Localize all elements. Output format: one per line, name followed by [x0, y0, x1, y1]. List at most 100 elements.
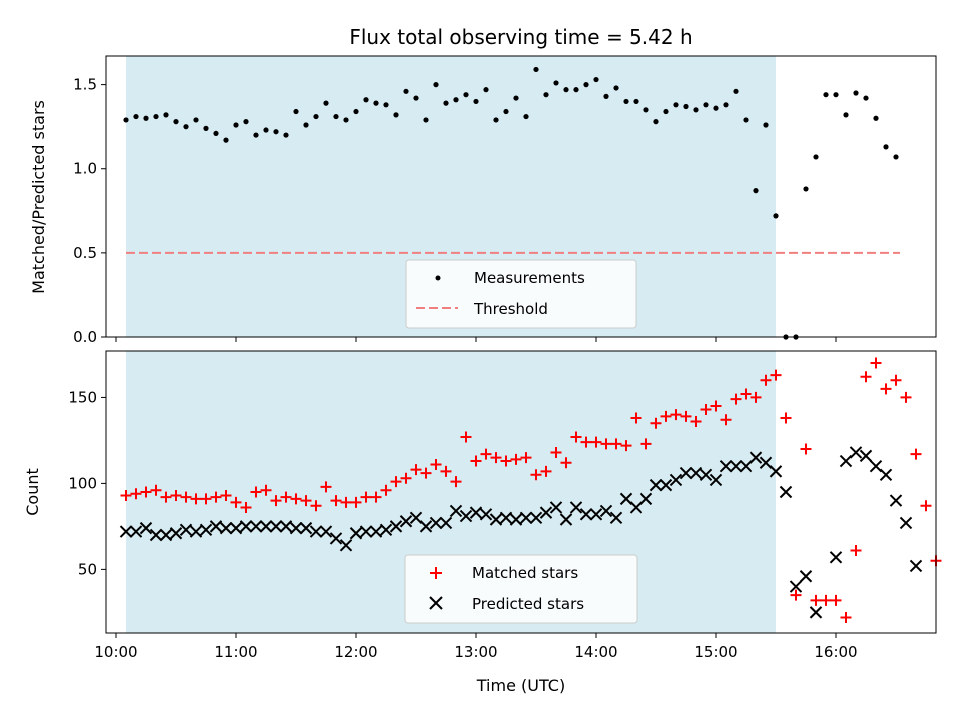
measurement-point	[243, 119, 249, 125]
matched-star-point	[770, 369, 782, 381]
predicted-star-point	[549, 501, 563, 514]
measurement-point	[313, 113, 319, 120]
x-axis-label: Time (UTC)	[476, 676, 565, 695]
predicted-star-point	[859, 449, 873, 463]
measurement-point	[683, 103, 689, 110]
measurement-point	[263, 127, 269, 133]
predicted-star-point	[129, 525, 143, 538]
predicted-star-point	[809, 606, 823, 619]
measurement-point	[493, 117, 499, 123]
measurement-point	[533, 66, 539, 73]
measurement-point	[583, 82, 589, 88]
predicted-star-point	[179, 523, 193, 537]
measurement-point	[823, 92, 829, 98]
measurement-point	[183, 124, 189, 130]
matched-star-point	[650, 417, 662, 429]
predicted-star-point	[649, 478, 663, 492]
predicted-star-point	[799, 570, 813, 583]
matched-star-point	[520, 452, 532, 464]
matched-star-point	[440, 465, 452, 477]
matched-star-point	[280, 491, 292, 503]
predicted-star-point	[239, 520, 253, 533]
predicted-star-point	[159, 528, 173, 542]
measurement-point	[763, 122, 769, 128]
matched-star-point	[130, 488, 142, 500]
measurement-point	[893, 154, 899, 160]
y-tick-label: 1.0	[73, 160, 97, 178]
measurement-point	[483, 87, 489, 93]
measurement-point	[303, 122, 309, 128]
matched-star-point	[220, 489, 232, 501]
matched-star-point	[580, 436, 592, 448]
predicted-star-point	[249, 520, 263, 533]
measurement-point	[803, 186, 809, 192]
predicted-star-point	[879, 468, 893, 482]
predicted-star-point	[499, 511, 513, 525]
predicted-star-point	[299, 521, 313, 535]
predicted-star-point	[869, 459, 883, 473]
measurement-point	[833, 92, 839, 98]
measurement-point	[383, 102, 389, 108]
measurement-point	[593, 76, 599, 83]
matched-star-point	[630, 412, 642, 424]
predicted-star-point	[579, 508, 593, 521]
matched-star-point	[590, 436, 602, 448]
legend-matched-stars: Matched stars	[472, 564, 578, 582]
predicted-star-point	[569, 501, 583, 514]
matched-star-point	[920, 500, 932, 512]
bottom-x-ticks: 10:00 11:00 12:00 13:00 14:00 15:00 16:00	[94, 633, 858, 661]
matched-star-point	[540, 465, 552, 477]
matched-legend-marker	[430, 567, 442, 579]
top-legend-box	[405, 259, 637, 329]
predicted-star-point	[739, 459, 753, 473]
measurement-point	[813, 154, 819, 160]
measurement-point	[233, 122, 239, 128]
matched-star-point	[760, 374, 772, 386]
matched-star-point	[720, 414, 732, 426]
predicted-star-point	[909, 559, 923, 573]
measurement-point	[443, 100, 449, 106]
x-tick-label: 11:00	[214, 643, 257, 661]
matched-star-point	[290, 493, 302, 505]
matched-star-point	[530, 469, 542, 481]
measurement-point	[203, 125, 209, 131]
matched-star-point	[250, 486, 262, 498]
matched-star-point	[660, 410, 672, 422]
measurement-point	[453, 97, 459, 103]
measurement-point	[673, 102, 679, 108]
matched-star-point	[320, 481, 332, 493]
predicted-star-point	[769, 465, 783, 478]
measurement-point	[503, 108, 509, 115]
predicted-star-point	[219, 521, 233, 535]
matched-star-point	[810, 594, 822, 606]
legend-predicted-stars: Predicted stars	[472, 595, 584, 613]
matched-star-point	[420, 467, 432, 479]
matched-star-point	[560, 457, 572, 469]
measurement-point	[433, 82, 439, 88]
matched-star-point	[510, 453, 522, 465]
measurement-point	[523, 113, 529, 120]
predicted-star-point	[519, 511, 533, 525]
matched-star-point	[750, 391, 762, 403]
measurement-point	[393, 112, 399, 118]
x-tick-label: 13:00	[454, 643, 497, 661]
matched-star-point	[340, 496, 352, 508]
y-tick-label: 50	[78, 560, 97, 578]
measurement-point	[323, 100, 329, 106]
matched-star-point	[680, 410, 692, 422]
predicted-star-point	[309, 525, 323, 538]
matched-star-point	[400, 472, 412, 484]
predicted-star-point	[169, 527, 183, 540]
matched-star-point	[730, 393, 742, 405]
measurement-point	[513, 95, 519, 101]
predicted-star-point	[489, 513, 503, 526]
x-tick-label: 12:00	[334, 643, 377, 661]
predicted-star-point	[509, 513, 523, 526]
matched-star-point	[600, 438, 612, 450]
top-y-axis-label: Matched/Predicted stars	[29, 100, 48, 294]
top-legend: Measurements Threshold	[405, 259, 637, 329]
predicted-star-point	[589, 508, 603, 521]
x-tick-label: 14:00	[574, 643, 617, 661]
predicted-star-point	[619, 492, 633, 506]
predicted-star-point	[669, 473, 683, 487]
